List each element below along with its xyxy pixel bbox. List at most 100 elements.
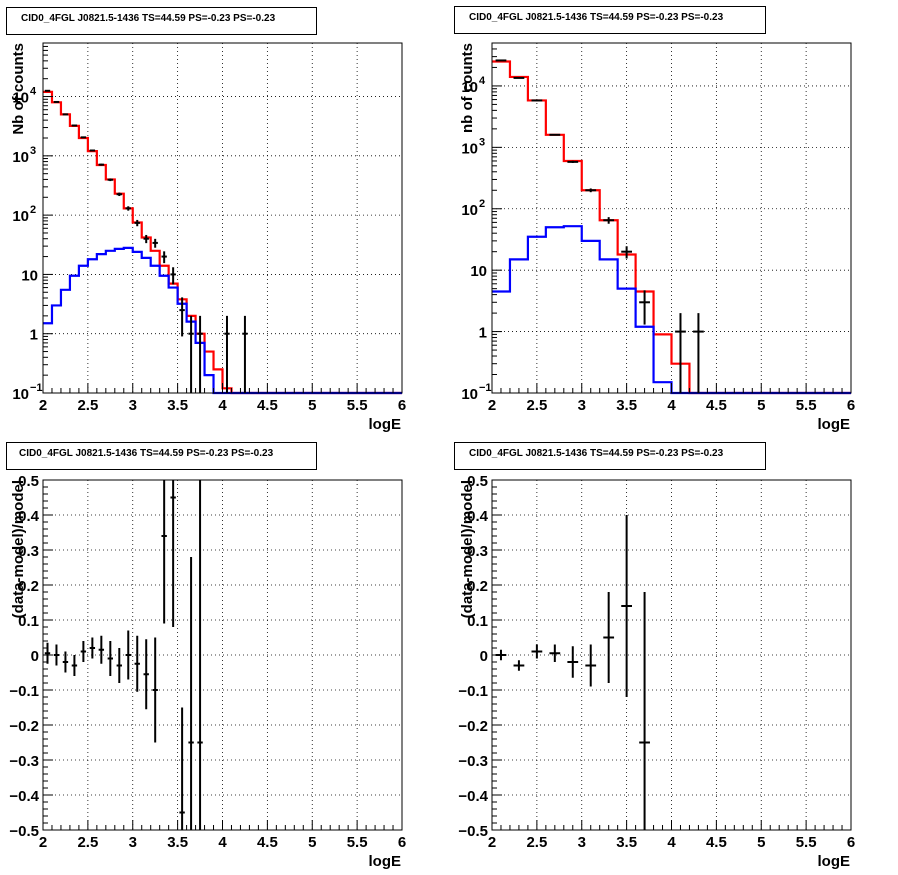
data-point bbox=[549, 133, 561, 136]
data-point bbox=[161, 251, 167, 264]
plot-title: CID0_4FGL J0821.5-1436 TS=44.59 PS=-0.23… bbox=[454, 442, 766, 470]
y-tick-label: 0.4 bbox=[467, 508, 489, 525]
data-point bbox=[152, 637, 158, 743]
x-tick-label: 4 bbox=[667, 834, 676, 851]
data-point bbox=[603, 217, 615, 224]
x-tick-label: 5 bbox=[757, 834, 765, 851]
residual-plot-coarse: 2 2.5 3 3.5 4 4.5 5 5.5 6 −0.5 −0.4 −0.3 −0.2 −0.1 0 0.… bbox=[458, 473, 855, 870]
data-point bbox=[98, 635, 105, 664]
y-tick-label: 0.4 bbox=[18, 508, 40, 525]
x-tick-label: 3.5 bbox=[616, 397, 637, 414]
y-tick-label: −0.4 bbox=[9, 788, 39, 805]
x-tick-label: 3 bbox=[129, 834, 137, 851]
data-point bbox=[80, 136, 87, 139]
y-tick-label: 1 bbox=[30, 327, 38, 344]
data-point bbox=[125, 630, 131, 680]
x-tick-label: 3 bbox=[129, 397, 137, 414]
y-tick-label: −0.2 bbox=[9, 718, 39, 735]
x-tick-label: 5.5 bbox=[347, 397, 368, 414]
y-tick-label: 10 bbox=[12, 208, 29, 225]
data-point bbox=[224, 315, 230, 393]
x-tick-label: 2.5 bbox=[526, 834, 547, 851]
data-point bbox=[549, 644, 561, 662]
data-point bbox=[71, 124, 78, 127]
plot-title: CID0_4FGL J0821.5-1436 TS=44.59 PS=-0.23… bbox=[454, 6, 766, 34]
data-point bbox=[116, 648, 122, 683]
data-point bbox=[621, 246, 633, 259]
x-axis-label: logE bbox=[818, 853, 851, 870]
y-tick-label: 0.2 bbox=[467, 578, 488, 595]
y-tick-exponent: 2 bbox=[479, 198, 485, 210]
y-axis-label: (data-model)/model bbox=[459, 480, 476, 618]
data-point bbox=[188, 557, 194, 830]
data-point bbox=[639, 592, 650, 830]
x-tick-label: 2 bbox=[39, 397, 47, 414]
y-tick-label: −0.2 bbox=[458, 718, 488, 735]
x-tick-label: 4.5 bbox=[257, 834, 278, 851]
x-tick-label: 2 bbox=[488, 834, 496, 851]
y-tick-label: 0.1 bbox=[18, 613, 39, 630]
data-point bbox=[98, 163, 105, 166]
x-tick-label: 5.5 bbox=[347, 834, 368, 851]
x-tick-label: 2.5 bbox=[526, 397, 547, 414]
x-tick-label: 3 bbox=[578, 397, 586, 414]
x-tick-label: 5.5 bbox=[796, 834, 817, 851]
x-tick-label: 4 bbox=[667, 397, 676, 414]
x-tick-label: 6 bbox=[398, 834, 406, 851]
pad-bottom-left: 2 2.5 3 3.5 4 4.5 5 5.5 6 −0.5 −0.4 −0.3 −0.2 −0.1 0 0.… bbox=[0, 437, 449, 874]
y-tick-label: 0.2 bbox=[18, 578, 39, 595]
y-tick-label: −0.4 bbox=[458, 788, 488, 805]
y-tick-label: 0.3 bbox=[467, 543, 488, 560]
residual-plot-fine: 2 2.5 3 3.5 4 4.5 5 5.5 6 −0.5 −0.4 −0.3 −0.2 −0.1 0 0.… bbox=[9, 473, 406, 870]
data-point bbox=[62, 113, 69, 116]
data-point bbox=[242, 315, 248, 393]
data-point bbox=[89, 149, 96, 152]
y-tick-label: −0.5 bbox=[458, 823, 488, 840]
data-point bbox=[71, 655, 78, 676]
x-tick-label: 4.5 bbox=[257, 397, 278, 414]
x-tick-label: 3.5 bbox=[616, 834, 637, 851]
y-tick-exponent: −1 bbox=[479, 382, 492, 394]
x-tick-label: 2 bbox=[39, 834, 47, 851]
y-tick-exponent: 2 bbox=[30, 204, 36, 216]
x-tick-label: 2.5 bbox=[77, 397, 98, 414]
x-axis-label: logE bbox=[369, 416, 402, 433]
data-point bbox=[152, 238, 158, 248]
y-tick-label: 0.5 bbox=[18, 473, 39, 490]
data-point bbox=[188, 315, 194, 393]
y-axis-label: (data-model)/model bbox=[10, 480, 27, 618]
x-tick-label: 3.5 bbox=[167, 397, 188, 414]
x-axis-label: logE bbox=[369, 853, 402, 870]
data-point bbox=[44, 642, 51, 664]
x-axis-label: logE bbox=[818, 416, 851, 433]
y-tick-label: −0.5 bbox=[9, 823, 39, 840]
y-tick-label: 0 bbox=[480, 648, 488, 665]
y-tick-label: 10 bbox=[21, 267, 38, 284]
y-axis-label: Nb of counts bbox=[10, 43, 27, 135]
y-tick-label: −0.1 bbox=[458, 683, 488, 700]
x-tick-label: 5 bbox=[308, 834, 316, 851]
data-point bbox=[179, 707, 185, 830]
x-tick-label: 3.5 bbox=[167, 834, 188, 851]
data-point bbox=[531, 99, 543, 102]
data-point bbox=[567, 646, 579, 678]
y-tick-label: 10 bbox=[12, 386, 29, 403]
data-point bbox=[125, 206, 131, 211]
y-tick-label: 10 bbox=[461, 140, 478, 157]
x-tick-label: 6 bbox=[847, 397, 855, 414]
data-point bbox=[603, 592, 615, 683]
y-tick-label: 10 bbox=[12, 90, 29, 107]
y-tick-label: 10 bbox=[461, 386, 478, 403]
data-point bbox=[639, 290, 650, 325]
y-tick-label: 0.3 bbox=[18, 543, 39, 560]
data-point bbox=[53, 100, 60, 103]
x-tick-label: 2.5 bbox=[77, 834, 98, 851]
y-tick-label: −0.3 bbox=[9, 753, 39, 770]
pad-top-left: 2 2.5 3 3.5 4 4.5 5 5.5 6 10 −1 1 10 10 2 10 3 10 4 logE Nb … bbox=[0, 0, 449, 437]
y-tick-label: −0.1 bbox=[9, 683, 39, 700]
data-point bbox=[179, 297, 185, 337]
x-tick-label: 2 bbox=[488, 397, 496, 414]
y-axis-label: nb of counts bbox=[459, 43, 476, 133]
